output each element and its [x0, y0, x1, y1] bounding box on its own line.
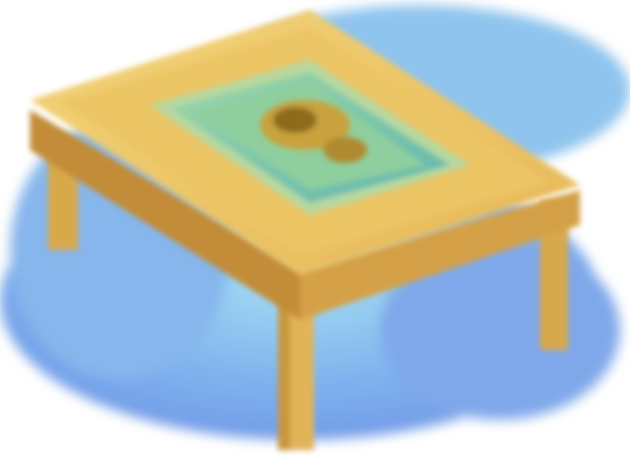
center-ornament	[260, 100, 367, 163]
table-apron	[30, 110, 580, 320]
table-front-leg	[278, 300, 314, 450]
